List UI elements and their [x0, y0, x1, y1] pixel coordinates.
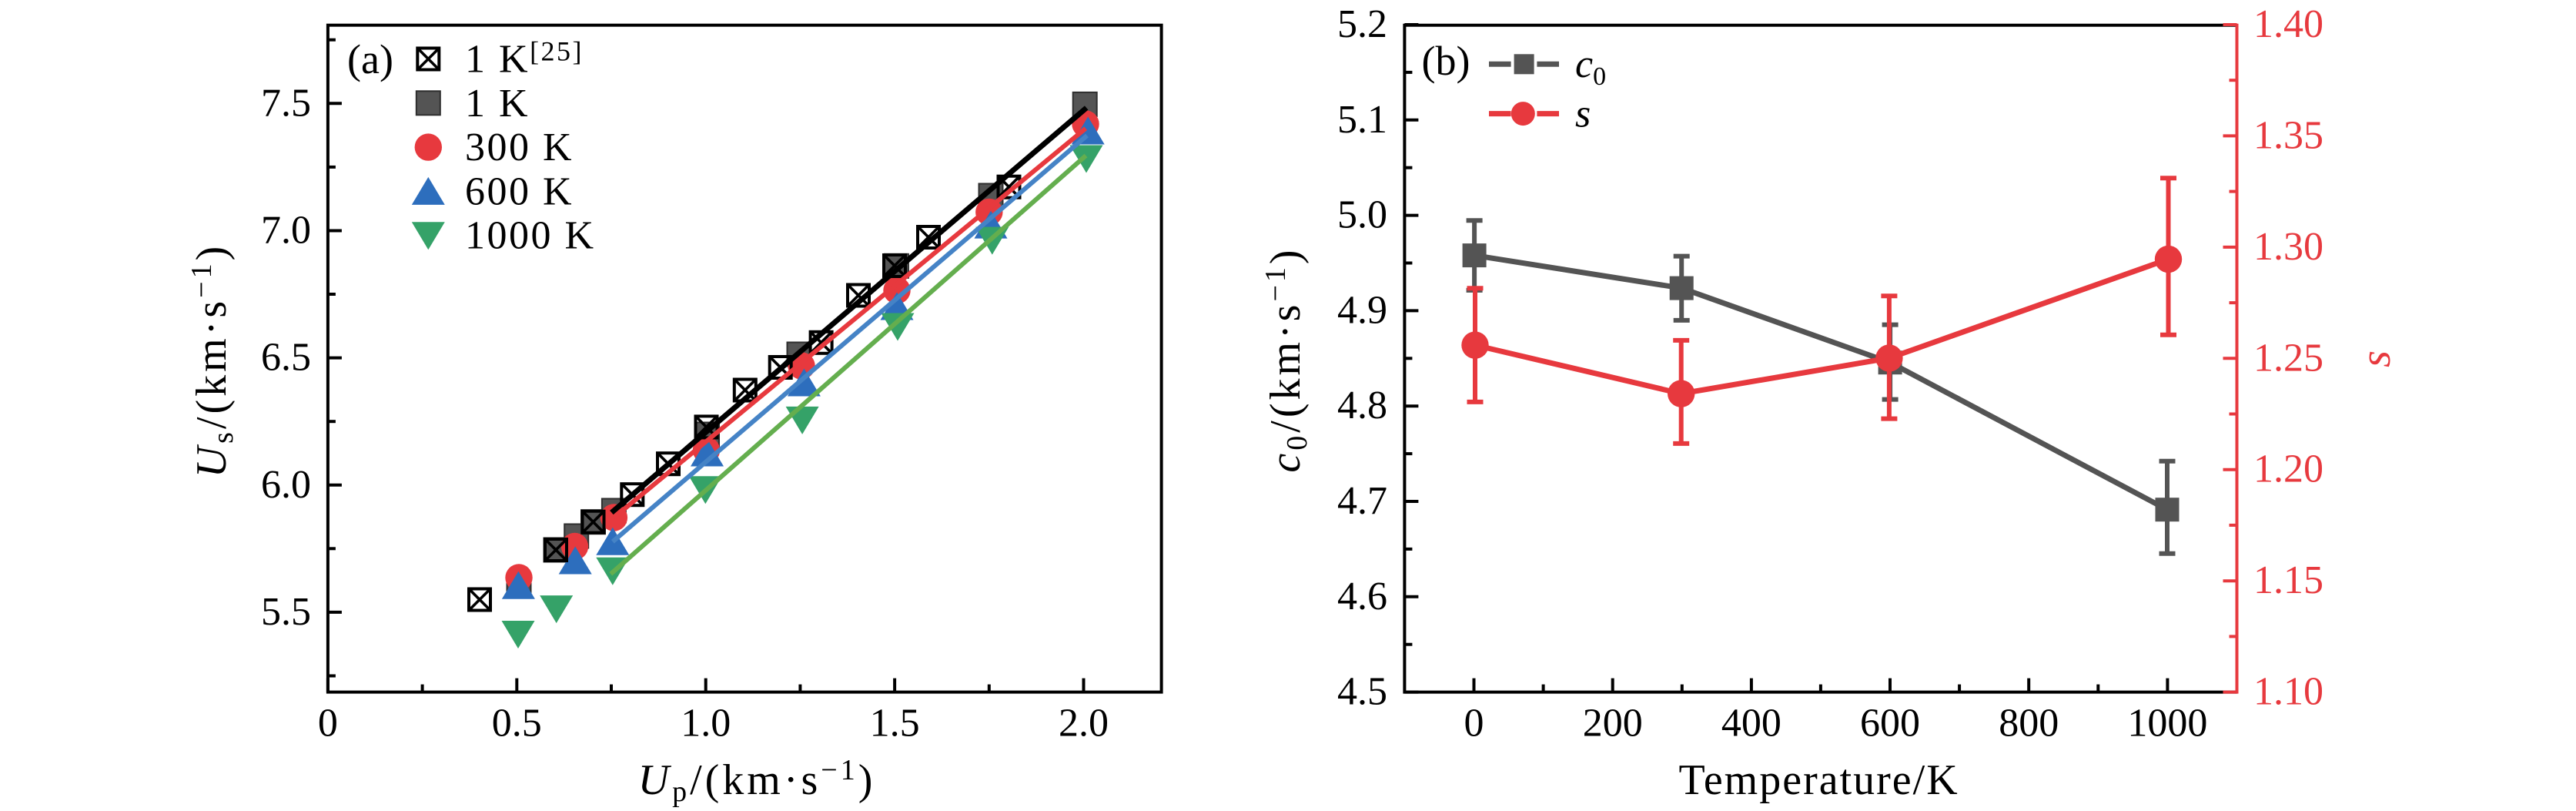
svg-text:4.7: 4.7 — [1337, 479, 1387, 523]
svg-text:1000 K: 1000 K — [465, 214, 596, 258]
svg-text:200: 200 — [1583, 702, 1643, 746]
svg-text:0: 0 — [1464, 702, 1484, 746]
svg-text:4.9: 4.9 — [1337, 288, 1387, 332]
svg-text:1.30: 1.30 — [2253, 225, 2323, 269]
svg-text:4.8: 4.8 — [1337, 384, 1387, 427]
svg-text:Us/(km·s−1): Us/(km·s−1) — [186, 243, 239, 478]
svg-text:400: 400 — [1721, 702, 1781, 746]
svg-text:c0/(km·s−1): c0/(km·s−1) — [1260, 246, 1313, 472]
svg-text:600: 600 — [1860, 702, 1920, 746]
svg-text:7.0: 7.0 — [261, 209, 311, 253]
svg-text:1.15: 1.15 — [2253, 558, 2323, 602]
svg-text:2.0: 2.0 — [1059, 702, 1109, 746]
svg-text:c0: c0 — [1575, 42, 1606, 91]
svg-text:600 K: 600 K — [465, 169, 574, 213]
svg-text:s: s — [1575, 92, 1591, 136]
svg-text:Temperature/K: Temperature/K — [1679, 756, 1959, 804]
svg-text:800: 800 — [1999, 702, 2059, 746]
svg-text:300 K: 300 K — [465, 126, 574, 169]
svg-text:5.0: 5.0 — [1337, 193, 1387, 237]
svg-text:6.5: 6.5 — [261, 336, 311, 380]
svg-text:7.5: 7.5 — [261, 81, 311, 125]
svg-text:1.10: 1.10 — [2253, 670, 2323, 714]
svg-text:4.5: 4.5 — [1337, 670, 1387, 714]
svg-text:(b): (b) — [1422, 38, 1470, 84]
svg-text:Up/(km·s−1): Up/(km·s−1) — [638, 754, 876, 808]
svg-text:5.2: 5.2 — [1337, 2, 1387, 46]
svg-text:1.0: 1.0 — [681, 702, 731, 746]
svg-text:1.20: 1.20 — [2253, 447, 2323, 491]
svg-text:1.40: 1.40 — [2253, 2, 2323, 46]
svg-text:s: s — [2352, 350, 2400, 367]
svg-text:1.5: 1.5 — [870, 702, 920, 746]
svg-text:1.35: 1.35 — [2253, 113, 2323, 157]
svg-text:5.1: 5.1 — [1337, 98, 1387, 142]
svg-text:1000: 1000 — [2127, 702, 2207, 746]
svg-text:4.6: 4.6 — [1337, 575, 1387, 618]
svg-text:1 K: 1 K — [465, 82, 530, 126]
svg-text:1.25: 1.25 — [2253, 336, 2323, 380]
svg-text:5.5: 5.5 — [261, 590, 311, 634]
svg-text:0: 0 — [318, 702, 338, 746]
svg-text:6.0: 6.0 — [261, 463, 311, 507]
svg-text:(a): (a) — [347, 36, 393, 82]
svg-text:0.5: 0.5 — [492, 702, 542, 746]
